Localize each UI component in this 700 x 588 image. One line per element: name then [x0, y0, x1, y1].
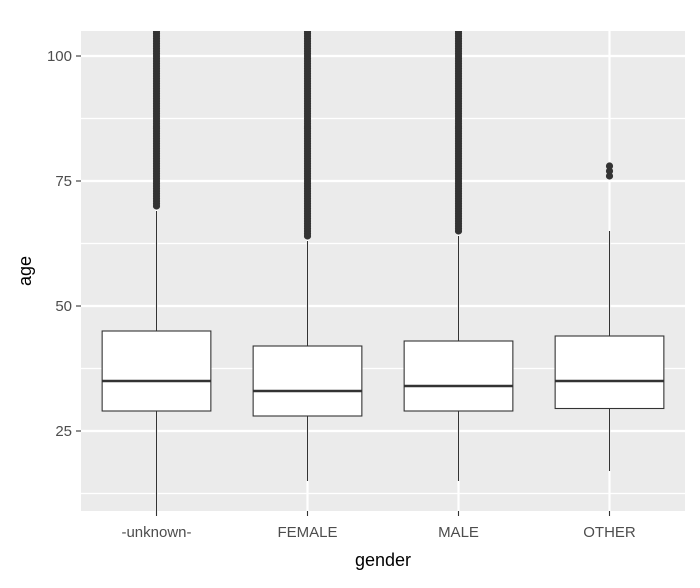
y-tick-label: 75 [55, 173, 72, 190]
x-axis-title: gender [355, 550, 411, 570]
outlier-point [303, 31, 312, 35]
x-axis: -unknown- FEMALE MALE OTHER [121, 511, 636, 541]
outlier-point [605, 167, 614, 175]
outlier-point [152, 31, 161, 35]
y-axis: 25 50 75 100 [47, 48, 81, 440]
box-female [252, 31, 363, 481]
y-tick-label: 25 [55, 423, 72, 440]
outlier-point [605, 162, 614, 170]
outlier-point [454, 31, 463, 35]
x-tick-label: FEMALE [277, 524, 337, 541]
box-male [403, 31, 514, 481]
y-tick-label: 100 [47, 48, 72, 65]
x-tick-label: OTHER [583, 524, 636, 541]
y-tick-label: 50 [55, 298, 72, 315]
box-other [554, 162, 665, 471]
x-tick-label: MALE [438, 524, 479, 541]
boxes-layer [101, 31, 665, 511]
y-axis-title: age [15, 256, 35, 286]
box-unknown [101, 31, 212, 511]
iqr-box [554, 335, 665, 410]
outlier-point [605, 172, 614, 180]
x-tick-label: -unknown- [121, 524, 191, 541]
iqr-box [101, 330, 212, 412]
iqr-box [403, 340, 514, 412]
plot-panel [81, 31, 685, 511]
iqr-box [252, 345, 363, 417]
